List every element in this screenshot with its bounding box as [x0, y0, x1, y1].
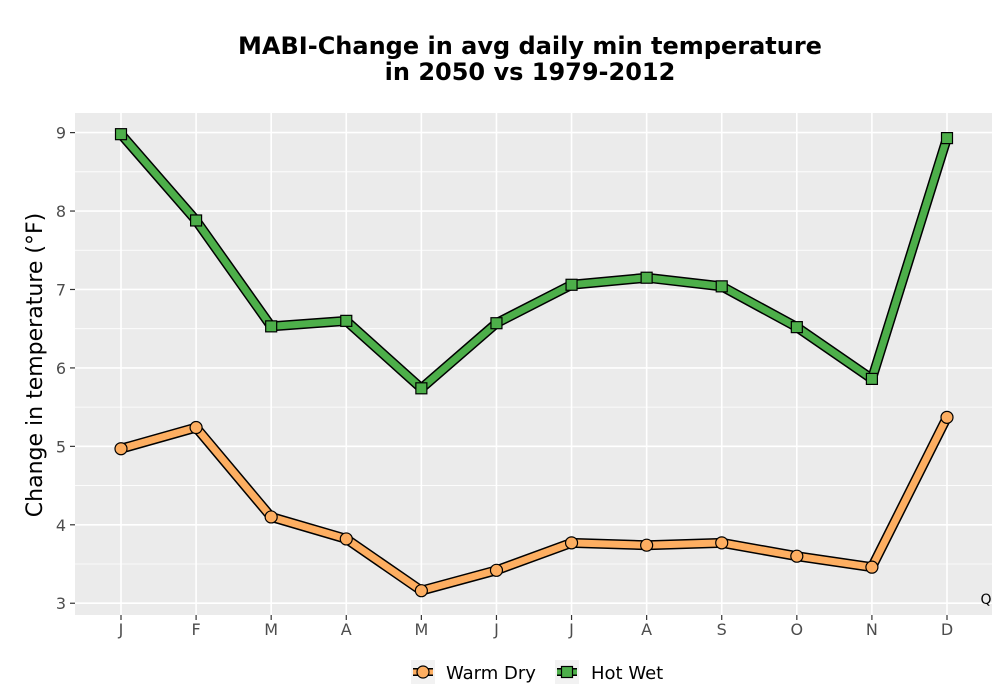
data-point: [640, 538, 654, 552]
x-tick-label: F: [191, 620, 200, 639]
legend-item: Warm Dry: [411, 660, 536, 684]
data-point: [865, 560, 879, 574]
y-axis-ticks: 3 4 5 6 7 8 9: [56, 124, 75, 613]
y-tick-label: 3: [56, 594, 66, 613]
data-point: [715, 280, 728, 293]
x-tick-label: M: [414, 620, 428, 639]
data-point: [414, 584, 428, 598]
series-warm-dry: [114, 410, 954, 598]
y-tick-label: 7: [56, 280, 66, 299]
data-point: [865, 372, 879, 386]
data-point: [415, 382, 428, 395]
data-point: [339, 532, 353, 546]
x-tick-label: D: [941, 620, 953, 639]
x-tick-label: S: [717, 620, 727, 639]
data-point: [940, 410, 954, 424]
y-tick-label: 8: [56, 202, 66, 221]
series-lines: [114, 128, 954, 598]
y-tick-label: 6: [56, 359, 66, 378]
legend-label: Hot Wet: [591, 663, 663, 684]
chart-title-line-1: MABI-Change in avg daily min temperature: [238, 32, 822, 60]
series-line: [117, 413, 951, 595]
series-line: [117, 130, 951, 392]
data-point: [564, 536, 579, 550]
data-point: [940, 132, 954, 145]
data-point: [715, 536, 729, 550]
x-tick-label: J: [493, 620, 499, 639]
x-tick-label: A: [341, 620, 352, 639]
y-tick-label: 9: [56, 124, 66, 143]
data-point: [114, 128, 128, 141]
y-axis-label: Change in temperature (°F): [23, 213, 48, 517]
x-tick-label: J: [568, 620, 574, 639]
data-point: [340, 314, 353, 327]
data-point: [640, 271, 653, 284]
data-point: [489, 563, 504, 577]
legend-marker: [416, 665, 430, 679]
x-tick-label: M: [264, 620, 278, 639]
data-point: [114, 442, 128, 456]
plot-panel: [75, 113, 992, 615]
y-tick-label: 5: [56, 437, 66, 456]
x-tick-label: O: [791, 620, 804, 639]
data-point: [790, 549, 804, 563]
legend-item: Hot Wet: [555, 660, 663, 684]
series-hot-wet: [114, 128, 954, 395]
legend-marker: [560, 665, 574, 679]
x-tick-label: N: [866, 620, 878, 639]
legend-label: Warm Dry: [446, 663, 536, 684]
data-point: [490, 317, 503, 330]
y-tick-label: 4: [56, 516, 66, 535]
corner-note: Q: [980, 592, 991, 608]
data-point: [189, 420, 203, 435]
data-point: [189, 214, 203, 227]
data-point: [790, 321, 803, 334]
x-tick-label: J: [118, 620, 124, 639]
x-tick-label: A: [641, 620, 652, 639]
data-point: [265, 320, 278, 333]
grid-lines: [75, 113, 992, 615]
data-point: [565, 278, 578, 291]
data-point: [264, 510, 278, 524]
chart-title-line-2: in 2050 vs 1979-2012: [385, 58, 676, 86]
legend: Warm Dry Hot Wet: [411, 660, 663, 684]
